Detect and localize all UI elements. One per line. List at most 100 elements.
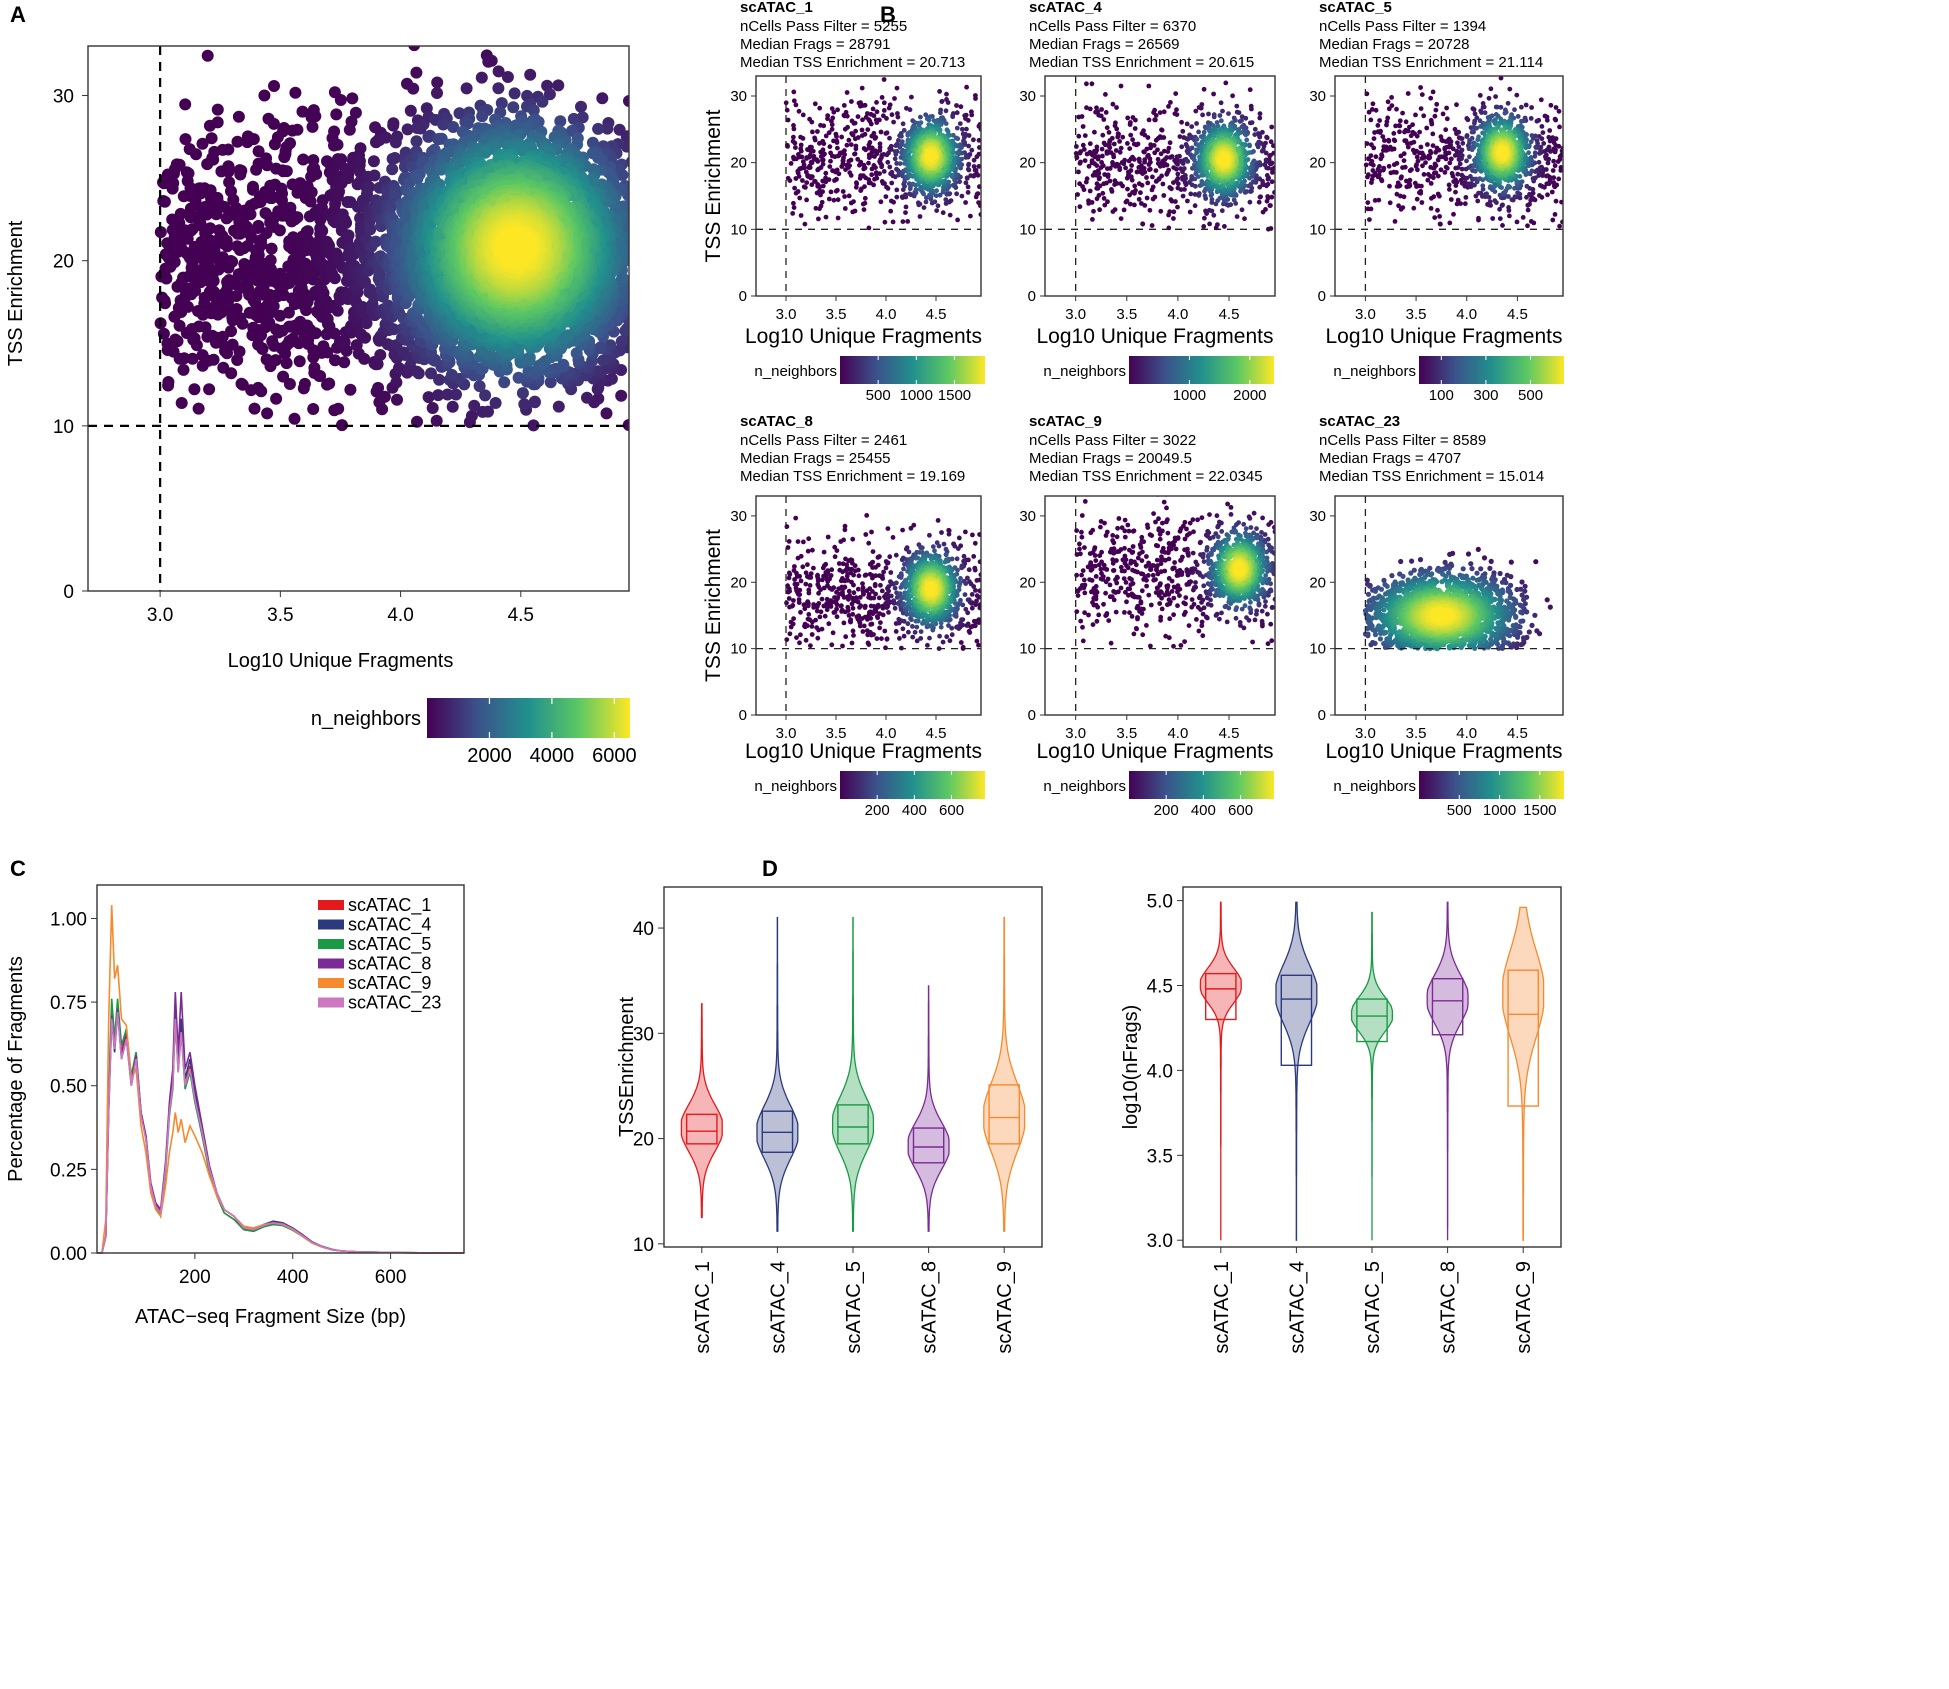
- data-point: [616, 169, 629, 181]
- data-point: [844, 113, 850, 119]
- data-point: [338, 356, 351, 369]
- data-point: [254, 195, 267, 208]
- data-point: [798, 213, 804, 218]
- data-point: [820, 147, 826, 153]
- data-point: [848, 142, 854, 148]
- data-point: [343, 123, 356, 136]
- data-point: [507, 101, 520, 114]
- data-point: [473, 380, 486, 393]
- data-point: [792, 140, 798, 146]
- data-point: [883, 194, 889, 200]
- data-point: [877, 148, 883, 153]
- data-point: [800, 178, 805, 183]
- data-point: [834, 134, 839, 140]
- data-point: [650, 214, 662, 226]
- data-point: [522, 365, 535, 378]
- data-point: [829, 106, 835, 111]
- data-point: [280, 165, 293, 178]
- x-tick-label: 4.5: [508, 605, 534, 626]
- data-point: [523, 351, 536, 364]
- data-point: [835, 197, 841, 203]
- data-point: [888, 208, 894, 214]
- data-point: [818, 203, 824, 209]
- data-point: [552, 79, 565, 92]
- data-point: [649, 312, 661, 324]
- data-point: [305, 186, 318, 199]
- data-point: [342, 229, 355, 242]
- data-point: [791, 98, 797, 104]
- data-point: [939, 99, 945, 104]
- data-point: [825, 116, 830, 122]
- data-point: [465, 409, 478, 422]
- data-point: [235, 164, 248, 177]
- data-point: [368, 291, 381, 304]
- data-point: [349, 106, 362, 119]
- data-point: [835, 107, 840, 113]
- data-point: [855, 135, 861, 140]
- data-point: [297, 153, 310, 166]
- data-point: [430, 414, 443, 427]
- data-point: [873, 135, 879, 140]
- data-point: [632, 183, 644, 195]
- data-point: [653, 249, 665, 261]
- data-point: [842, 148, 847, 154]
- data-point: [291, 123, 304, 136]
- data-point: [889, 180, 895, 186]
- data-point: [807, 165, 813, 171]
- data-point: [812, 137, 818, 143]
- data-point: [804, 197, 809, 203]
- data-point: [630, 231, 642, 243]
- data-point: [450, 388, 462, 401]
- data-point: [835, 145, 840, 151]
- data-point: [821, 141, 827, 147]
- data-point: [168, 256, 181, 268]
- data-point: [973, 96, 978, 101]
- data-point: [964, 175, 970, 181]
- data-point: [831, 197, 837, 203]
- data-point: [372, 381, 385, 394]
- data-point: [446, 400, 459, 413]
- data-point: [802, 221, 808, 227]
- data-point: [791, 126, 797, 132]
- data-point: [338, 336, 351, 349]
- colorbar-tick-label: 6000: [592, 745, 637, 767]
- data-point: [528, 395, 541, 408]
- data-point: [265, 242, 278, 255]
- data-point: [934, 208, 940, 214]
- data-point: [909, 94, 914, 100]
- data-point: [799, 154, 805, 160]
- data-point: [974, 154, 980, 160]
- data-point: [874, 175, 880, 181]
- data-point: [873, 165, 878, 171]
- data-point: [791, 134, 796, 140]
- data-point: [335, 153, 348, 166]
- data-point: [785, 117, 791, 123]
- data-point: [633, 191, 645, 203]
- data-point: [230, 303, 243, 315]
- data-point: [552, 400, 565, 413]
- data-point: [866, 225, 872, 231]
- data-point: [866, 160, 871, 166]
- data-point: [203, 383, 216, 396]
- data-point: [844, 90, 850, 95]
- data-point: [346, 92, 359, 105]
- data-point: [411, 415, 423, 428]
- data-point: [943, 108, 949, 114]
- data-point: [792, 185, 797, 191]
- data-point: [965, 190, 971, 195]
- data-point: [173, 319, 186, 332]
- y-tick-label: 0: [63, 582, 74, 603]
- data-point: [846, 193, 852, 199]
- data-point: [404, 104, 417, 117]
- data-point: [874, 109, 880, 115]
- data-point: [301, 233, 314, 246]
- data-point: [879, 162, 885, 168]
- data-point: [943, 201, 949, 206]
- data-point: [813, 205, 819, 211]
- data-point: [959, 193, 965, 199]
- data-point: [400, 211, 413, 224]
- data-point: [631, 159, 643, 171]
- data-point: [258, 89, 271, 102]
- data-point: [173, 158, 186, 171]
- data-point: [855, 114, 861, 119]
